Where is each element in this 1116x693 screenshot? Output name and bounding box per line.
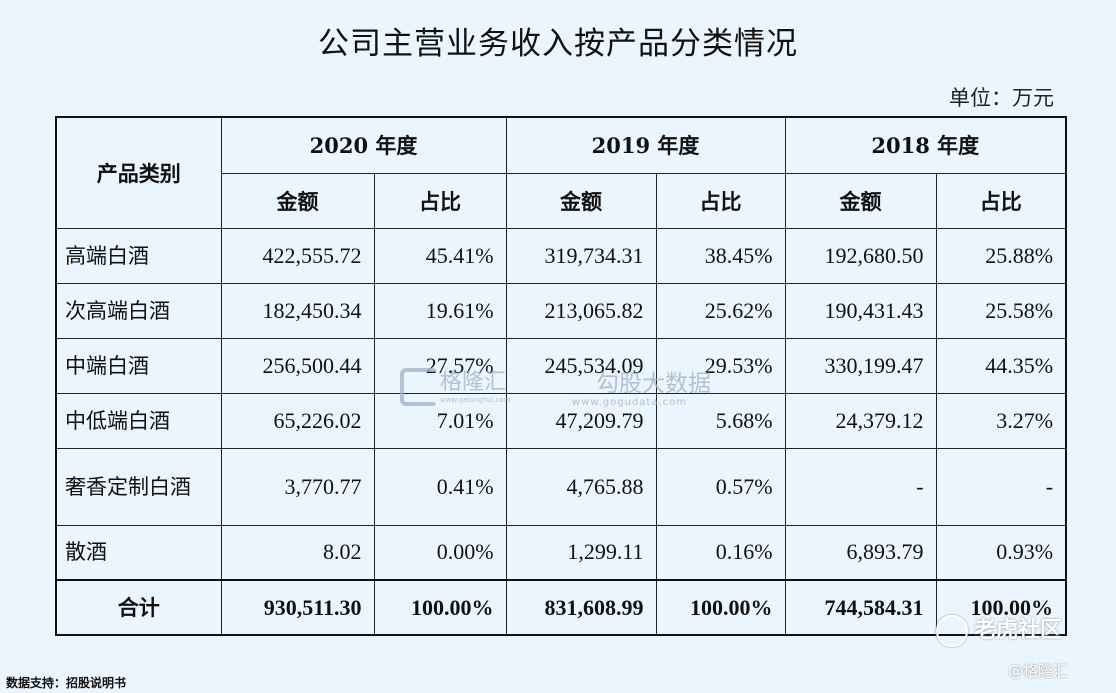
- cell-ratio-2018: 25.88%: [935, 227, 1067, 284]
- cell-amount-2018: 24,379.12: [784, 392, 937, 449]
- table-row: 散酒 8.02 0.00% 1,299.11 0.16% 6,893.79 0.…: [55, 524, 1067, 581]
- cell-amount-2020: 3,770.77: [220, 447, 375, 526]
- cell-ratio-2019: 29.53%: [655, 337, 786, 394]
- total-label: 合计: [55, 579, 222, 636]
- cell-ratio-2020: 0.00%: [373, 524, 507, 581]
- row-category: 高端白酒: [55, 227, 222, 284]
- cell-amount-2020: 182,450.34: [220, 282, 375, 339]
- header-category: 产品类别: [55, 116, 222, 229]
- cell-amount-2020: 422,555.72: [220, 227, 375, 284]
- cell-amount-2018: 192,680.50: [784, 227, 937, 284]
- data-source-footer: 数据支持：招股说明书: [6, 676, 127, 690]
- cell-amount-2019: 213,065.82: [505, 282, 657, 339]
- row-category: 散酒: [55, 524, 222, 581]
- cell-amount-2019: 47,209.79: [505, 392, 657, 449]
- header-ratio: 占比: [655, 172, 786, 229]
- revenue-table: 产品类别 2020 年度 2019 年度 2018 年度 金额 占比 金额 占比…: [55, 116, 1068, 636]
- cell-ratio-2018: -: [935, 447, 1067, 526]
- cell-ratio-2018: 0.93%: [935, 524, 1067, 581]
- table-row: 中端白酒 256,500.44 27.57% 245,534.09 29.53%…: [55, 337, 1067, 394]
- cell-amount-2019: 4,765.88: [505, 447, 657, 526]
- cell-ratio-2018: 44.35%: [935, 337, 1067, 394]
- cell-ratio-2020: 7.01%: [373, 392, 507, 449]
- tiger-logo-icon: [936, 615, 968, 647]
- header-ratio: 占比: [935, 172, 1067, 229]
- header-year-2018: 2018 年度: [784, 116, 1067, 174]
- header-ratio: 占比: [373, 172, 507, 229]
- revenue-table-container: 产品类别 2020 年度 2019 年度 2018 年度 金额 占比 金额 占比…: [55, 116, 1068, 636]
- total-amount-2018: 744,584.31: [784, 579, 937, 636]
- row-category: 中端白酒: [55, 337, 222, 394]
- total-row: 合计 930,511.30 100.00% 831,608.99 100.00%…: [55, 579, 1067, 636]
- table-row: 奢香定制白酒 3,770.77 0.41% 4,765.88 0.57% - -: [55, 447, 1067, 526]
- cell-amount-2020: 65,226.02: [220, 392, 375, 449]
- table-row: 高端白酒 422,555.72 45.41% 319,734.31 38.45%…: [55, 227, 1067, 284]
- cell-amount-2019: 1,299.11: [505, 524, 657, 581]
- cell-amount-2018: 330,199.47: [784, 337, 937, 394]
- table-row: 次高端白酒 182,450.34 19.61% 213,065.82 25.62…: [55, 282, 1067, 339]
- cell-ratio-2019: 38.45%: [655, 227, 786, 284]
- cell-ratio-2018: 25.58%: [935, 282, 1067, 339]
- header-amount: 金额: [220, 172, 375, 229]
- cell-amount-2018: 6,893.79: [784, 524, 937, 581]
- total-amount-2020: 930,511.30: [220, 579, 375, 636]
- row-category: 次高端白酒: [55, 282, 222, 339]
- cell-ratio-2019: 25.62%: [655, 282, 786, 339]
- header-year-2020: 2020 年度: [220, 116, 507, 174]
- cell-ratio-2019: 5.68%: [655, 392, 786, 449]
- cell-ratio-2018: 3.27%: [935, 392, 1067, 449]
- cell-amount-2020: 8.02: [220, 524, 375, 581]
- unit-label: 单位：万元: [949, 86, 1054, 110]
- cell-amount-2019: 319,734.31: [505, 227, 657, 284]
- row-category: 奢香定制白酒: [55, 447, 222, 526]
- total-amount-2019: 831,608.99: [505, 579, 657, 636]
- total-ratio-2019: 100.00%: [655, 579, 786, 636]
- cell-ratio-2019: 0.16%: [655, 524, 786, 581]
- cell-ratio-2020: 27.57%: [373, 337, 507, 394]
- cell-ratio-2020: 19.61%: [373, 282, 507, 339]
- header-amount: 金额: [784, 172, 937, 229]
- tiger-community-watermark: 老虎社区: [936, 612, 1106, 648]
- header-year-2019: 2019 年度: [505, 116, 786, 174]
- cell-amount-2020: 256,500.44: [220, 337, 375, 394]
- handle-watermark: @格隆汇: [1008, 662, 1069, 680]
- cell-ratio-2020: 0.41%: [373, 447, 507, 526]
- community-name: 老虎社区: [974, 618, 1063, 643]
- cell-ratio-2019: 0.57%: [655, 447, 786, 526]
- table-row: 中低端白酒 65,226.02 7.01% 47,209.79 5.68% 24…: [55, 392, 1067, 449]
- row-category: 中低端白酒: [55, 392, 222, 449]
- cell-amount-2018: 190,431.43: [784, 282, 937, 339]
- header-amount: 金额: [505, 172, 657, 229]
- cell-amount-2018: -: [784, 447, 937, 526]
- cell-amount-2019: 245,534.09: [505, 337, 657, 394]
- total-ratio-2020: 100.00%: [373, 579, 507, 636]
- page-title: 公司主营业务收入按产品分类情况: [318, 26, 798, 62]
- cell-ratio-2020: 45.41%: [373, 227, 507, 284]
